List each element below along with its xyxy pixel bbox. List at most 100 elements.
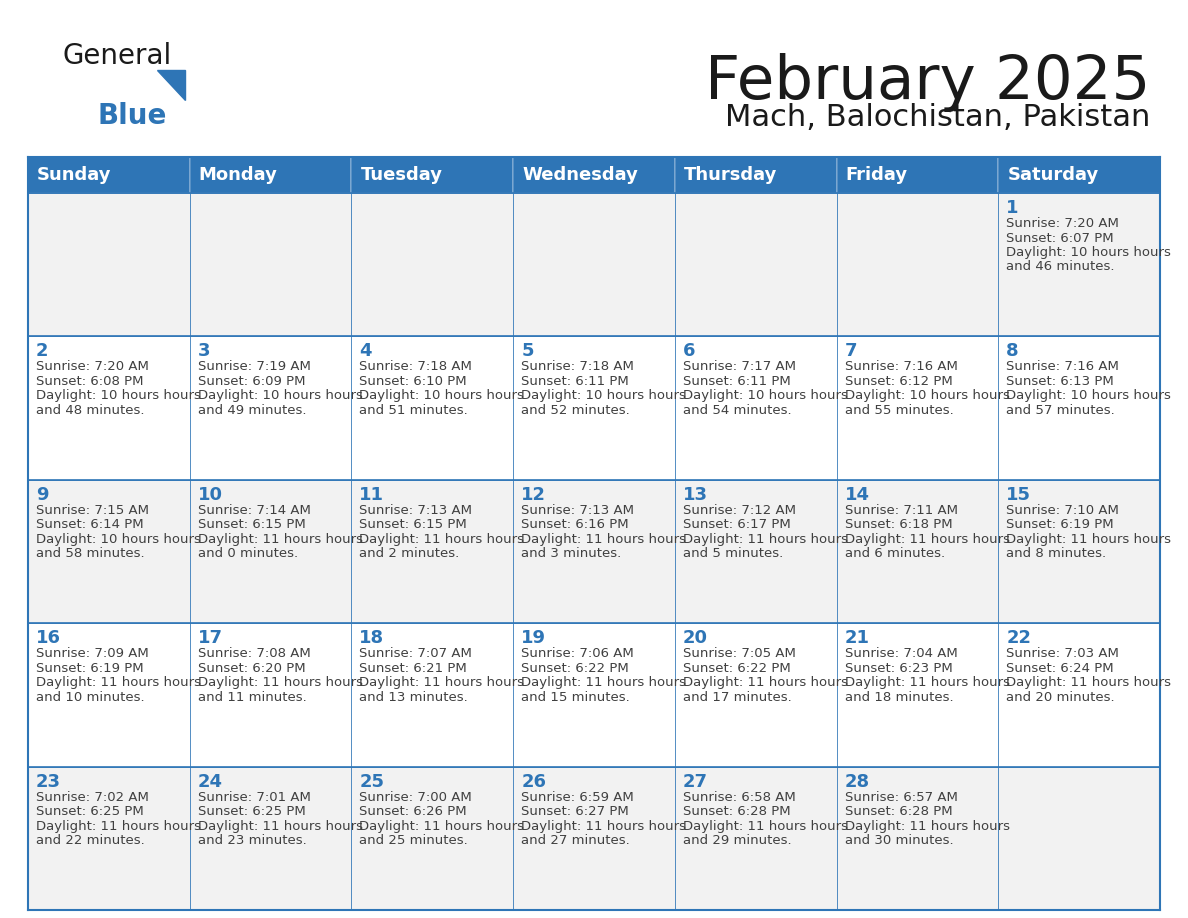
Text: and 11 minutes.: and 11 minutes. [197,690,307,704]
Text: Daylight: 10 hours hours: Daylight: 10 hours hours [1006,246,1171,259]
Bar [29,157,190,193]
Bar [190,480,352,623]
Text: and 52 minutes.: and 52 minutes. [522,404,630,417]
Text: Daylight: 11 hours hours: Daylight: 11 hours hours [522,677,687,689]
Polygon shape [157,70,185,100]
Text: Friday: Friday [846,166,908,184]
Text: Sunset: 6:18 PM: Sunset: 6:18 PM [845,519,953,532]
Text: Sunrise: 7:04 AM: Sunrise: 7:04 AM [845,647,958,660]
Text: Sunset: 6:07 PM: Sunset: 6:07 PM [1006,231,1114,244]
Bar [513,767,675,910]
Text: Daylight: 11 hours hours: Daylight: 11 hours hours [522,820,687,833]
Bar [352,623,513,767]
Text: 10: 10 [197,486,222,504]
Text: Sunrise: 7:10 AM: Sunrise: 7:10 AM [1006,504,1119,517]
Bar [29,623,190,767]
Text: 17: 17 [197,629,222,647]
Text: Sunrise: 6:59 AM: Sunrise: 6:59 AM [522,790,634,803]
Text: Daylight: 10 hours hours: Daylight: 10 hours hours [1006,389,1171,402]
Text: Sunset: 6:21 PM: Sunset: 6:21 PM [360,662,467,675]
Text: Sunset: 6:27 PM: Sunset: 6:27 PM [522,805,628,818]
Bar [836,767,998,910]
Text: 1: 1 [1006,199,1019,217]
Text: Sunset: 6:11 PM: Sunset: 6:11 PM [683,375,790,388]
Text: Sunset: 6:15 PM: Sunset: 6:15 PM [360,519,467,532]
Bar [29,336,190,480]
Text: 23: 23 [36,773,61,790]
Text: 2: 2 [36,342,49,361]
Text: 11: 11 [360,486,385,504]
Text: and 54 minutes.: and 54 minutes. [683,404,791,417]
Text: 7: 7 [845,342,857,361]
Bar [190,623,352,767]
Bar [675,767,836,910]
Text: Daylight: 11 hours hours: Daylight: 11 hours hours [360,820,524,833]
Text: Daylight: 10 hours hours: Daylight: 10 hours hours [360,389,524,402]
Bar [352,336,513,480]
Text: Daylight: 10 hours hours: Daylight: 10 hours hours [197,389,362,402]
Bar [836,623,998,767]
Bar [675,623,836,767]
Text: 14: 14 [845,486,870,504]
Text: Daylight: 10 hours hours: Daylight: 10 hours hours [36,532,201,546]
Text: 6: 6 [683,342,695,361]
Text: Sunrise: 7:12 AM: Sunrise: 7:12 AM [683,504,796,517]
Text: Daylight: 11 hours hours: Daylight: 11 hours hours [683,820,848,833]
Text: Sunset: 6:28 PM: Sunset: 6:28 PM [683,805,790,818]
Text: Blue: Blue [97,102,166,130]
Text: and 5 minutes.: and 5 minutes. [683,547,783,560]
Bar [998,193,1159,336]
Text: Sunday: Sunday [37,166,112,184]
Text: Sunset: 6:15 PM: Sunset: 6:15 PM [197,519,305,532]
Bar [190,193,352,336]
Text: and 3 minutes.: and 3 minutes. [522,547,621,560]
Text: Sunset: 6:13 PM: Sunset: 6:13 PM [1006,375,1114,388]
Text: and 17 minutes.: and 17 minutes. [683,690,791,704]
Bar [513,157,675,193]
Text: and 57 minutes.: and 57 minutes. [1006,404,1116,417]
Text: Sunset: 6:25 PM: Sunset: 6:25 PM [197,805,305,818]
Bar [352,193,513,336]
Bar [836,157,998,193]
Text: Sunrise: 7:20 AM: Sunrise: 7:20 AM [36,361,148,374]
Text: Daylight: 11 hours hours: Daylight: 11 hours hours [360,677,524,689]
Text: Daylight: 11 hours hours: Daylight: 11 hours hours [845,677,1010,689]
Text: Sunrise: 7:16 AM: Sunrise: 7:16 AM [1006,361,1119,374]
Text: Sunset: 6:20 PM: Sunset: 6:20 PM [197,662,305,675]
Text: Sunrise: 6:57 AM: Sunrise: 6:57 AM [845,790,958,803]
Text: 26: 26 [522,773,546,790]
Text: Sunrise: 7:01 AM: Sunrise: 7:01 AM [197,790,310,803]
Text: Sunrise: 7:00 AM: Sunrise: 7:00 AM [360,790,472,803]
Text: Sunrise: 7:17 AM: Sunrise: 7:17 AM [683,361,796,374]
Text: 3: 3 [197,342,210,361]
Text: Monday: Monday [198,166,278,184]
Bar [998,623,1159,767]
Text: Daylight: 11 hours hours: Daylight: 11 hours hours [522,532,687,546]
Text: 19: 19 [522,629,546,647]
Text: Sunrise: 7:02 AM: Sunrise: 7:02 AM [36,790,148,803]
Text: and 58 minutes.: and 58 minutes. [36,547,145,560]
Text: and 15 minutes.: and 15 minutes. [522,690,630,704]
Bar [513,623,675,767]
Text: Sunset: 6:11 PM: Sunset: 6:11 PM [522,375,628,388]
Bar [836,193,998,336]
Text: General: General [62,42,171,70]
Text: Sunset: 6:12 PM: Sunset: 6:12 PM [845,375,953,388]
Bar [29,193,190,336]
Text: Sunrise: 7:03 AM: Sunrise: 7:03 AM [1006,647,1119,660]
Text: 28: 28 [845,773,870,790]
Text: Sunset: 6:24 PM: Sunset: 6:24 PM [1006,662,1114,675]
Text: Daylight: 11 hours hours: Daylight: 11 hours hours [197,820,362,833]
Bar [29,480,190,623]
Text: and 48 minutes.: and 48 minutes. [36,404,145,417]
Text: 25: 25 [360,773,385,790]
Text: Sunrise: 7:20 AM: Sunrise: 7:20 AM [1006,217,1119,230]
Text: and 13 minutes.: and 13 minutes. [360,690,468,704]
Text: and 46 minutes.: and 46 minutes. [1006,261,1114,274]
Text: Sunset: 6:08 PM: Sunset: 6:08 PM [36,375,144,388]
Text: Sunset: 6:28 PM: Sunset: 6:28 PM [845,805,953,818]
Text: 12: 12 [522,486,546,504]
Text: Sunset: 6:25 PM: Sunset: 6:25 PM [36,805,144,818]
Text: February 2025: February 2025 [704,53,1150,112]
Text: Daylight: 11 hours hours: Daylight: 11 hours hours [845,532,1010,546]
